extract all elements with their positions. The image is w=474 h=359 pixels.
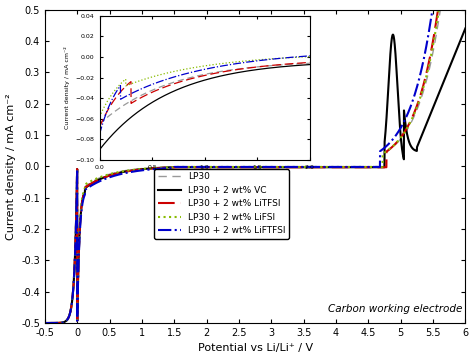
- Text: Carbon working electrode: Carbon working electrode: [328, 304, 462, 314]
- X-axis label: Potential vs Li/Li⁺ / V: Potential vs Li/Li⁺ / V: [198, 344, 313, 354]
- Y-axis label: Current density / mA cm⁻²: Current density / mA cm⁻²: [6, 93, 16, 239]
- Legend: LP30, LP30 + 2 wt% VC, LP30 + 2 wt% LiTFSI, LP30 + 2 wt% LiFSI, LP30 + 2 wt% LiF: LP30, LP30 + 2 wt% VC, LP30 + 2 wt% LiTF…: [155, 169, 289, 239]
